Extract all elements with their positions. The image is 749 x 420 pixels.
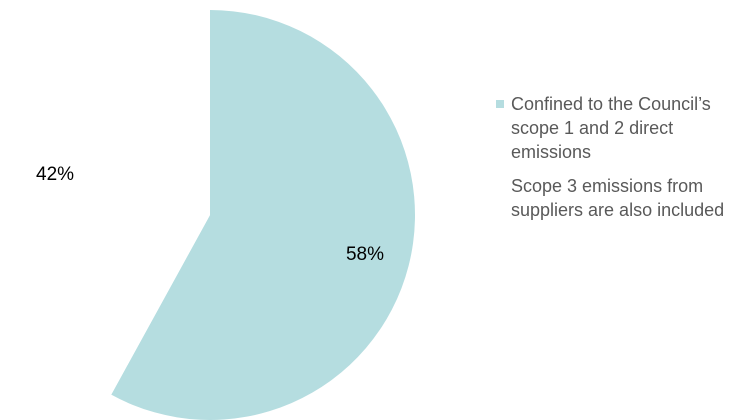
pie-slice [4,9,210,395]
data-label: 42% [36,164,74,185]
legend-entry: Confined to the Council’s scope 1 and 2 … [496,92,741,164]
legend-label: Scope 3 emissions from suppliers are als… [511,176,725,220]
legend: Confined to the Council’s scope 1 and 2 … [496,92,741,222]
data-label: 58% [346,244,384,265]
legend-swatch [496,100,504,108]
legend-label: Confined to the Council’s scope 1 and 2 … [511,94,711,162]
pie-slice [111,10,416,420]
legend-entry: Scope 3 emissions from suppliers are als… [496,174,741,222]
legend-swatch [496,182,504,190]
